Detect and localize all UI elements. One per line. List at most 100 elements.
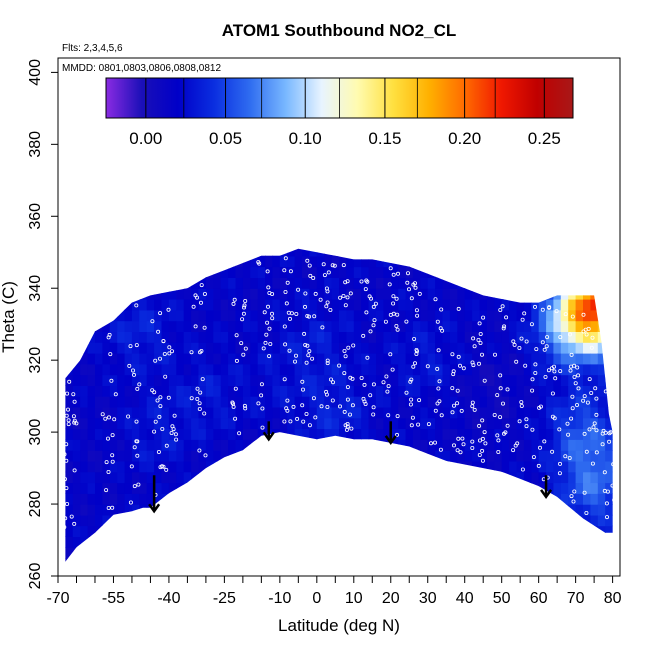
field-cell (220, 385, 229, 397)
field-cell (257, 248, 266, 257)
sample-point (304, 360, 309, 365)
field-cell (553, 460, 562, 473)
field-cell (139, 299, 148, 311)
field-cell (72, 277, 81, 289)
field-cell (501, 255, 510, 268)
field-cell (80, 342, 89, 354)
sample-point (289, 311, 294, 316)
field-cell (597, 396, 606, 408)
field-cell (272, 288, 281, 300)
field-cell (361, 331, 370, 343)
field-cell (523, 525, 532, 537)
field-cell (324, 417, 333, 430)
field-cell (575, 363, 584, 376)
field-cell (102, 514, 111, 527)
field-cell (154, 363, 163, 376)
field-cell (361, 406, 370, 419)
field-cell (176, 288, 185, 300)
field-cell (509, 309, 518, 322)
field-cell (516, 439, 525, 451)
field-cell (205, 248, 214, 257)
field-cell (228, 248, 237, 257)
field-cell (65, 363, 66, 376)
field-cell (250, 320, 259, 332)
field-cell (139, 277, 148, 289)
field-cell (191, 514, 200, 527)
field-cell (420, 471, 429, 484)
colorbar-tick-label: 0.25 (528, 129, 561, 148)
field-cell (220, 558, 229, 562)
field-cell (368, 460, 377, 473)
field-cell (531, 482, 540, 494)
field-cell (168, 385, 177, 397)
field-cell (95, 460, 103, 473)
field-cell (102, 331, 111, 343)
field-cell (442, 406, 451, 419)
sample-point (106, 436, 111, 441)
sample-point (570, 406, 575, 411)
field-cell (486, 525, 495, 537)
field-cell (220, 331, 229, 343)
field-cell (383, 363, 392, 376)
sample-point (282, 268, 287, 273)
field-cell (472, 450, 481, 462)
field-cell (346, 558, 355, 562)
field-cell (198, 309, 207, 322)
field-cell (87, 493, 96, 505)
field-cell (597, 504, 606, 516)
sample-point (589, 390, 594, 395)
field-cell (102, 353, 111, 365)
field-cell (553, 396, 562, 408)
field-cell (353, 363, 362, 376)
field-cell (605, 525, 613, 537)
field-cell (553, 224, 561, 235)
sample-point (231, 301, 236, 306)
field-cell (472, 396, 481, 408)
field-cell (509, 493, 518, 505)
field-cell (205, 309, 214, 322)
field-cell (146, 248, 155, 257)
field-cell (457, 504, 466, 516)
field-cell (531, 504, 540, 516)
field-cell (486, 353, 495, 365)
field-cell (146, 277, 155, 289)
field-cell (228, 288, 237, 300)
field-cell (324, 428, 333, 440)
field-cell (124, 504, 133, 516)
field-cell (168, 547, 177, 559)
sample-point (511, 339, 516, 344)
field-cell (575, 309, 584, 322)
arrow-head (540, 489, 553, 500)
field-cell (205, 353, 214, 365)
field-cell (257, 406, 266, 419)
field-cell (80, 558, 89, 562)
field-cell (161, 536, 170, 548)
field-cell (597, 428, 606, 440)
sample-point (313, 415, 318, 420)
field-cell (279, 299, 288, 311)
field-cell (124, 514, 133, 527)
field-cell (457, 353, 466, 365)
field-cell (531, 471, 540, 484)
field-cell (146, 558, 155, 562)
field-cell (590, 482, 599, 494)
field-cell (250, 525, 259, 537)
field-cell (102, 406, 111, 419)
field-cell (250, 428, 259, 440)
field-cell (486, 309, 495, 322)
field-cell (124, 547, 133, 559)
field-cell (361, 514, 370, 527)
field-cell (486, 536, 495, 548)
field-cell (109, 342, 118, 354)
field-cell (368, 396, 377, 408)
field-cell (523, 482, 532, 494)
field-cell (516, 428, 525, 440)
field-cell (383, 331, 392, 343)
field-cell (183, 493, 192, 505)
field-cell (590, 385, 599, 397)
field-cell (295, 234, 303, 245)
sample-point (362, 382, 367, 387)
field-cell (613, 504, 621, 515)
field-cell (568, 331, 577, 343)
field-cell (546, 342, 555, 354)
